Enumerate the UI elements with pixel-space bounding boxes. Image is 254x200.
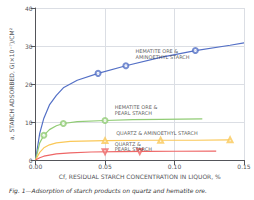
svg-text:AMINOETHYL STARCH: AMINOETHYL STARCH: [136, 54, 190, 60]
svg-text:a, STARCH ADSORBED, G(×10⁻⁷)/C: a, STARCH ADSORBED, G(×10⁻⁷)/CM²: [8, 27, 15, 140]
svg-text:0.00: 0.00: [29, 163, 43, 170]
svg-text:30: 30: [25, 43, 33, 50]
svg-text:PEARL STARCH: PEARL STARCH: [115, 110, 152, 116]
svg-text:PEARL STARCH: PEARL STARCH: [115, 146, 152, 152]
svg-text:HEMATITE ORE &: HEMATITE ORE &: [136, 48, 179, 54]
svg-text:0: 0: [28, 156, 33, 164]
svg-text:Fig. 1—Adsorption of starch pr: Fig. 1—Adsorption of starch products on …: [9, 187, 207, 195]
svg-text:40: 40: [25, 5, 33, 12]
svg-text:0.15: 0.15: [237, 163, 251, 170]
svg-text:HEMATITE ORE &: HEMATITE ORE &: [114, 103, 158, 110]
svg-text:QUARTZ & AMINOETHYL STARCH: QUARTZ & AMINOETHYL STARCH: [116, 130, 198, 136]
svg-text:0.10: 0.10: [168, 163, 182, 170]
svg-text:QUARTZ &: QUARTZ &: [114, 140, 141, 147]
svg-text:10: 10: [25, 119, 33, 126]
svg-text:0.05: 0.05: [98, 163, 112, 170]
svg-text:20: 20: [25, 81, 33, 88]
svg-text:Cf, RESIDUAL STARCH CONCENTRAT: Cf, RESIDUAL STARCH CONCENTRATION IN LIQ…: [59, 173, 221, 180]
